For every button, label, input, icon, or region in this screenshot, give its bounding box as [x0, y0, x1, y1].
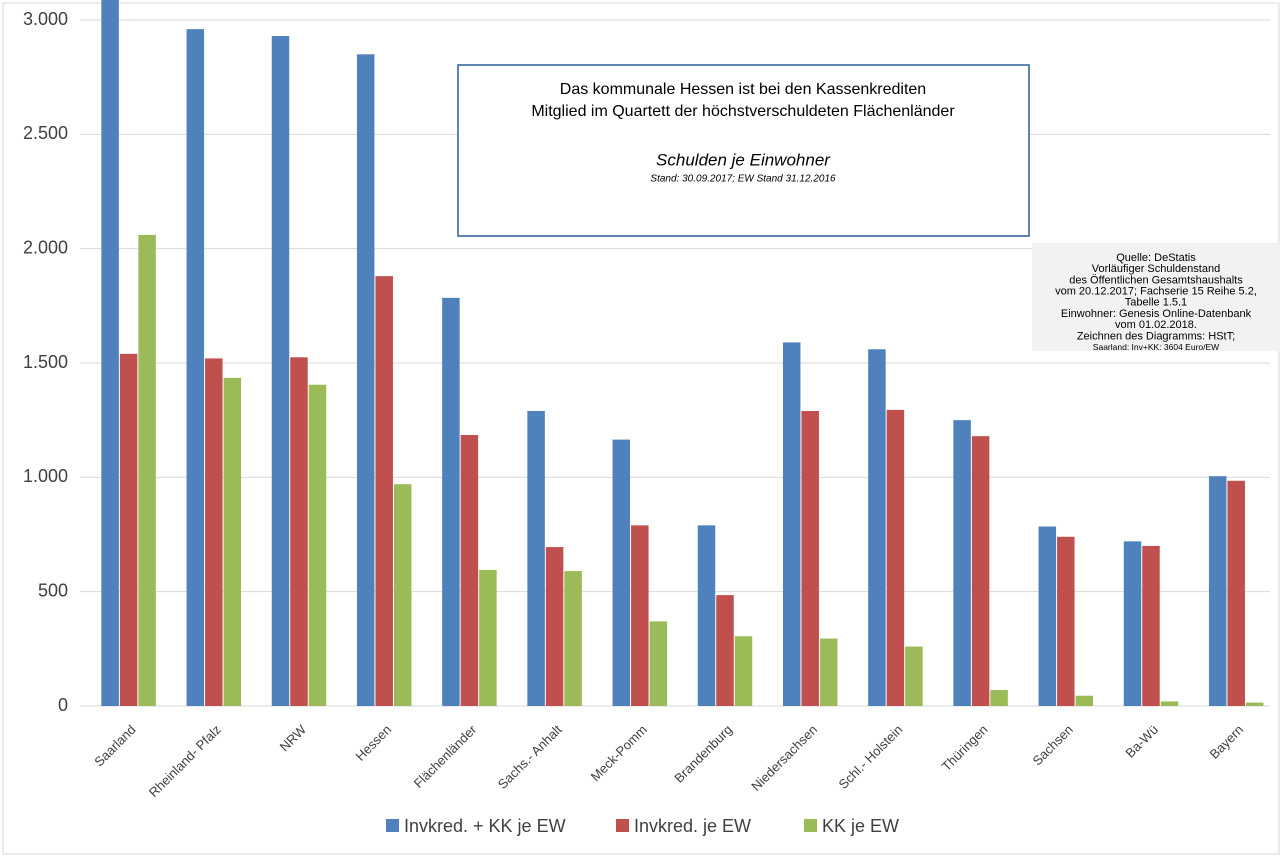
bar	[1245, 702, 1264, 706]
bar	[119, 353, 138, 706]
bar	[1075, 695, 1094, 706]
x-tick-label: Ba-Wü	[1122, 722, 1161, 761]
y-tick-label: 1.000	[23, 466, 68, 486]
x-tick-label: Thüringen	[939, 722, 991, 774]
legend-label: Invkred. je EW	[634, 816, 751, 836]
bar	[1227, 480, 1245, 706]
bar	[734, 636, 753, 706]
bar	[819, 638, 838, 706]
subtitle: Schulden je Einwohner	[656, 150, 831, 169]
bar	[905, 646, 923, 706]
bar	[375, 276, 393, 706]
y-tick-label: 500	[38, 580, 68, 600]
bar	[990, 689, 1008, 706]
legend-label: KK je EW	[822, 816, 899, 836]
x-tick-label: Sachsen	[1029, 722, 1075, 768]
bar	[290, 357, 308, 706]
bar	[971, 436, 990, 706]
x-tick-label: Flächenländer	[411, 721, 480, 790]
bar	[186, 29, 205, 706]
bar	[545, 547, 564, 706]
bar	[223, 377, 242, 706]
x-tick-label: Niedersachsen	[748, 722, 820, 794]
x-tick-label: Meck-Pomm	[588, 722, 650, 784]
x-tick-label: Hessen	[352, 722, 394, 764]
bar	[356, 54, 375, 707]
bar	[886, 409, 905, 706]
bar	[271, 36, 290, 707]
bar	[716, 595, 734, 706]
subtitle-note: Stand: 30.09.2017; EW Stand 31.12.2016	[650, 174, 836, 185]
x-tick-label: Saarland	[91, 722, 138, 769]
bar	[631, 525, 649, 706]
bar	[612, 439, 631, 706]
bar	[101, 0, 119, 707]
bar	[1160, 701, 1179, 706]
title-box	[457, 64, 1030, 237]
bar	[1142, 545, 1160, 706]
y-tick-label: 1.500	[23, 352, 68, 372]
bar	[868, 349, 886, 706]
bar	[479, 569, 497, 706]
source-line: Saarland: Inv+KK: 3604 Euro/EW	[1093, 342, 1219, 352]
x-tick-label: Schl.- Holstein	[836, 722, 906, 792]
y-tick-label: 0	[58, 695, 68, 715]
source-line: vom 20.12.2017; Fachserie 15 Reihe 5.2,	[1055, 286, 1257, 298]
source-line: Tabelle 1.5.1	[1125, 297, 1187, 309]
y-tick-label: 3.000	[23, 9, 68, 29]
source-box	[1032, 243, 1280, 351]
bar	[697, 525, 716, 706]
source-line: Quelle: DeStatis	[1116, 252, 1196, 264]
bar	[308, 384, 327, 706]
x-tick-label: Rheinland- Pfalz	[146, 722, 224, 800]
legend-swatch	[616, 819, 629, 832]
title-line: Mitglied im Quartett der höchstverschuld…	[531, 103, 955, 120]
y-tick-label: 2.000	[23, 237, 68, 257]
source-line: Vorläufiger Schuldenstand	[1092, 263, 1220, 275]
bar	[205, 358, 223, 706]
bar	[953, 420, 971, 706]
bar	[564, 571, 582, 706]
bar	[649, 621, 668, 706]
x-tick-label: Bayern	[1207, 722, 1247, 762]
source-line: vom 01.02.2018.	[1115, 319, 1197, 331]
source-line: Einwohner: Genesis Online-Datenbank	[1061, 308, 1252, 320]
bar	[1208, 476, 1227, 706]
bar	[782, 342, 801, 706]
x-tick-label: Sachs.- Anhalt	[495, 722, 565, 792]
legend-label: Invkred. + KK je EW	[404, 816, 566, 836]
bar	[801, 411, 819, 706]
source-line: Zeichnen des Diagramms: HStT;	[1077, 330, 1235, 342]
bar	[393, 484, 412, 706]
title-line: Das kommunale Hessen ist bei den Kassenk…	[560, 81, 926, 98]
bar	[1123, 541, 1142, 706]
bar	[1038, 526, 1057, 706]
x-tick-label: Brandenburg	[671, 722, 735, 786]
bar	[442, 297, 460, 706]
x-tick-label: NRW	[277, 721, 310, 754]
bar	[1057, 536, 1075, 706]
y-tick-label: 2.500	[23, 123, 68, 143]
source-line: des Öffentlichen Gesamtshaushalts	[1069, 274, 1243, 286]
legend-swatch	[386, 819, 399, 832]
bar	[138, 234, 156, 707]
legend-swatch	[804, 819, 817, 832]
bar	[460, 435, 479, 706]
bar	[527, 411, 545, 706]
